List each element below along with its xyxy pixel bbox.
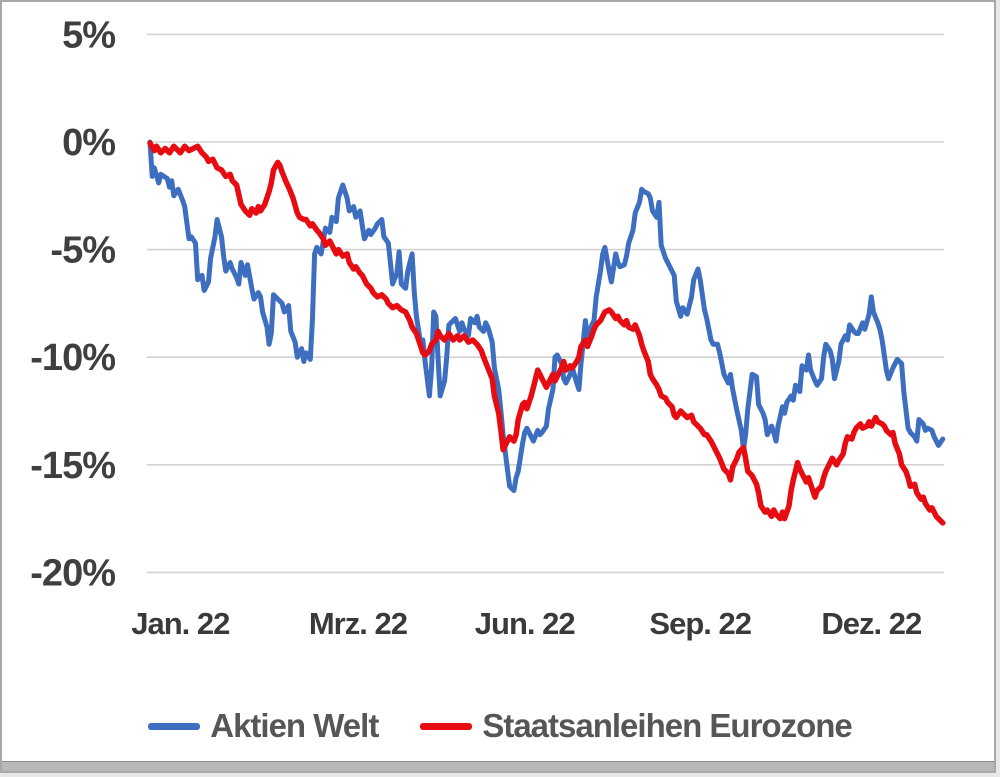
gridlines [147,33,944,574]
aktien-welt-line-swatch-icon [148,722,201,730]
x-tick-label: Mrz. 22 [309,606,407,641]
y-tick-label: -10% [30,337,115,379]
y-tick-label: 5% [62,14,115,56]
legend-label-aktien-welt: Aktien Welt [210,707,379,744]
y-tick-label: -5% [50,230,115,272]
staatsanleihen-line-swatch-icon [420,722,473,730]
x-tick-label: Sep. 22 [649,606,751,641]
legend-label-staatsanleihen: Staatsanleihen Eurozone [482,707,852,744]
y-axis-labels: 5% 0% -5% -10% -15% -20% [30,14,116,594]
performance-line-chart: 5% 0% -5% -10% -15% -20% Jan. 22 Mrz. 22… [30,14,946,641]
window-bottom-edge [2,761,994,771]
x-tick-label: Jun. 22 [475,606,575,641]
aktien-welt-line [147,139,946,494]
x-axis-labels: Jan. 22 Mrz. 22 Jun. 22 Sep. 22 Dez. 22 [131,606,922,641]
y-tick-label: 0% [62,122,115,164]
legend-item-aktien-welt: Aktien Welt [148,707,379,745]
x-tick-label: Jan. 22 [131,606,229,641]
staatsanleihen-eurozone-line [147,140,946,526]
y-tick-label: -15% [30,445,115,487]
chart-legend: Aktien Welt Staatsanleihen Eurozone [2,696,994,756]
legend-item-staatsanleihen: Staatsanleihen Eurozone [420,707,853,745]
x-tick-label: Dez. 22 [821,606,921,641]
y-tick-label: -20% [30,552,115,594]
